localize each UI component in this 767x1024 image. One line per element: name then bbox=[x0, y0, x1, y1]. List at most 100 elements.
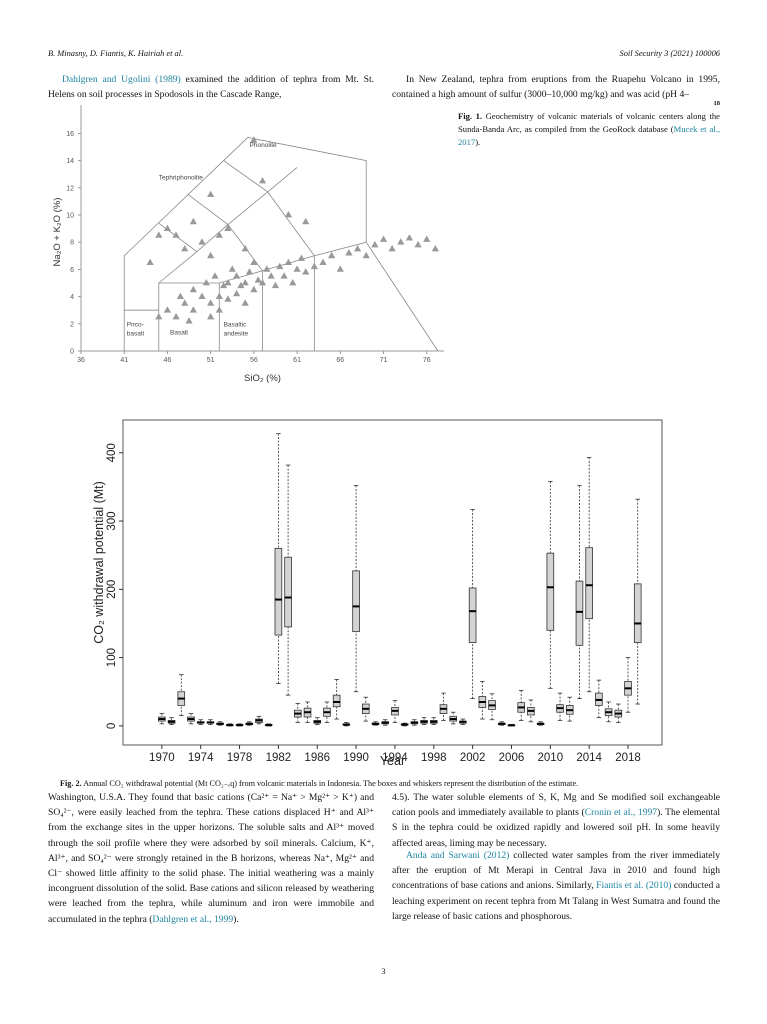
point bbox=[250, 136, 258, 143]
point bbox=[211, 272, 219, 279]
y-tick-label: 0 bbox=[70, 349, 74, 356]
point bbox=[189, 217, 197, 225]
x-tick-label: 1982 bbox=[266, 752, 292, 764]
point bbox=[431, 245, 439, 252]
point bbox=[163, 224, 172, 231]
paragraph: 4.5). The water soluble elements of S, K… bbox=[392, 790, 720, 851]
point bbox=[146, 258, 154, 265]
point bbox=[302, 268, 310, 275]
point bbox=[293, 265, 301, 272]
plot-frame bbox=[122, 419, 663, 746]
point bbox=[155, 231, 163, 238]
region-label: andesite bbox=[224, 331, 249, 338]
point bbox=[284, 211, 293, 218]
y-tick-label: 10 bbox=[66, 213, 74, 220]
point bbox=[245, 268, 254, 275]
point bbox=[172, 313, 180, 320]
point bbox=[371, 240, 379, 248]
point bbox=[353, 245, 362, 252]
point bbox=[181, 299, 189, 306]
point bbox=[254, 276, 262, 283]
paragraph: In New Zealand, tephra from eruptions fr… bbox=[392, 74, 720, 101]
text: conducted a leaching experiment on recen… bbox=[392, 880, 721, 922]
point bbox=[176, 292, 184, 299]
box bbox=[633, 583, 642, 643]
figure-caption: Fig. 1. Geochemistry of volcanic materia… bbox=[458, 110, 720, 149]
region-label: Tephriphonolite bbox=[159, 175, 203, 182]
x-tick-label: 56 bbox=[250, 357, 258, 364]
citation[interactable]: Anda and Sarwani (2012) bbox=[406, 850, 510, 861]
text: Washington, U.S.A. They found that basic… bbox=[48, 792, 374, 925]
text: ). bbox=[233, 913, 239, 925]
y-tick-label: 400 bbox=[106, 443, 118, 462]
point bbox=[228, 265, 236, 272]
point bbox=[241, 279, 249, 286]
point bbox=[215, 306, 223, 313]
field-boundary bbox=[223, 160, 268, 193]
point bbox=[224, 279, 232, 286]
point bbox=[379, 235, 388, 242]
x-tick-label: 1986 bbox=[304, 752, 330, 764]
point bbox=[345, 249, 353, 256]
citation[interactable]: Fiantis et al. (2010) bbox=[596, 880, 672, 892]
point bbox=[388, 245, 396, 252]
point bbox=[250, 258, 258, 265]
region-label: Basaltic bbox=[224, 322, 248, 329]
box bbox=[468, 587, 477, 643]
y-tick-label: 12 bbox=[66, 185, 74, 192]
box bbox=[575, 580, 584, 646]
citation[interactable]: Mucek et al., 2017 bbox=[458, 124, 720, 147]
point bbox=[241, 245, 249, 252]
text: Annual CO₂ withdrawal potential (Mt CO₂₋… bbox=[81, 779, 579, 788]
y-tick-label: 8 bbox=[70, 240, 74, 247]
y-tick-label: 300 bbox=[106, 511, 118, 530]
region-label: Phonolite bbox=[250, 142, 277, 149]
text: Geochemistry of volcanic materials of vo… bbox=[458, 111, 720, 134]
caption-label: Fig. 1. bbox=[458, 111, 483, 121]
point bbox=[181, 245, 189, 252]
box bbox=[274, 547, 283, 636]
point bbox=[207, 251, 215, 259]
region-label: basalt bbox=[127, 331, 145, 338]
text: collected water samples from the river i… bbox=[392, 850, 720, 892]
point bbox=[362, 251, 370, 259]
point bbox=[423, 235, 431, 242]
x-tick-label: 36 bbox=[77, 357, 85, 364]
y-tick-label: 16 bbox=[66, 131, 74, 138]
point bbox=[207, 190, 215, 197]
citation[interactable]: Cronin et al., 1997 bbox=[584, 807, 658, 819]
x-tick-label: 76 bbox=[423, 357, 431, 364]
x-tick-label: 1994 bbox=[382, 752, 408, 764]
point bbox=[284, 258, 293, 265]
box bbox=[284, 556, 292, 628]
x-tick-label: 1978 bbox=[227, 752, 253, 764]
box bbox=[332, 694, 341, 708]
point bbox=[397, 238, 405, 245]
x-axis-label: SiO₂ (%) bbox=[244, 373, 281, 384]
point bbox=[319, 258, 327, 265]
paragraph: Anda and Sarwani (2012) collected water … bbox=[392, 848, 720, 924]
text: examined the addition of tephra from Mt.… bbox=[48, 74, 375, 101]
y-tick-label: 14 bbox=[66, 158, 74, 165]
x-tick-label: 2010 bbox=[538, 752, 564, 764]
y-tick-label: 2 bbox=[70, 321, 74, 328]
figure-caption: Fig. 2. Annual CO₂ withdrawal potential … bbox=[60, 778, 720, 790]
citation[interactable]: Dahlgren et al., 1999 bbox=[152, 913, 234, 925]
point bbox=[202, 279, 210, 286]
point bbox=[224, 295, 232, 302]
citation[interactable]: Dahlgren and Ugolini (1989) bbox=[62, 74, 181, 85]
point bbox=[220, 281, 228, 289]
point bbox=[289, 279, 297, 286]
y-tick-label: 6 bbox=[70, 267, 74, 274]
point bbox=[232, 289, 241, 297]
box bbox=[352, 570, 360, 633]
y-tick-label: 200 bbox=[106, 580, 118, 599]
point bbox=[310, 262, 318, 270]
x-tick-label: 71 bbox=[380, 357, 388, 364]
x-tick-label: 1974 bbox=[188, 752, 214, 764]
point bbox=[207, 299, 215, 306]
point bbox=[237, 281, 245, 289]
point bbox=[263, 265, 271, 272]
point bbox=[215, 231, 223, 238]
